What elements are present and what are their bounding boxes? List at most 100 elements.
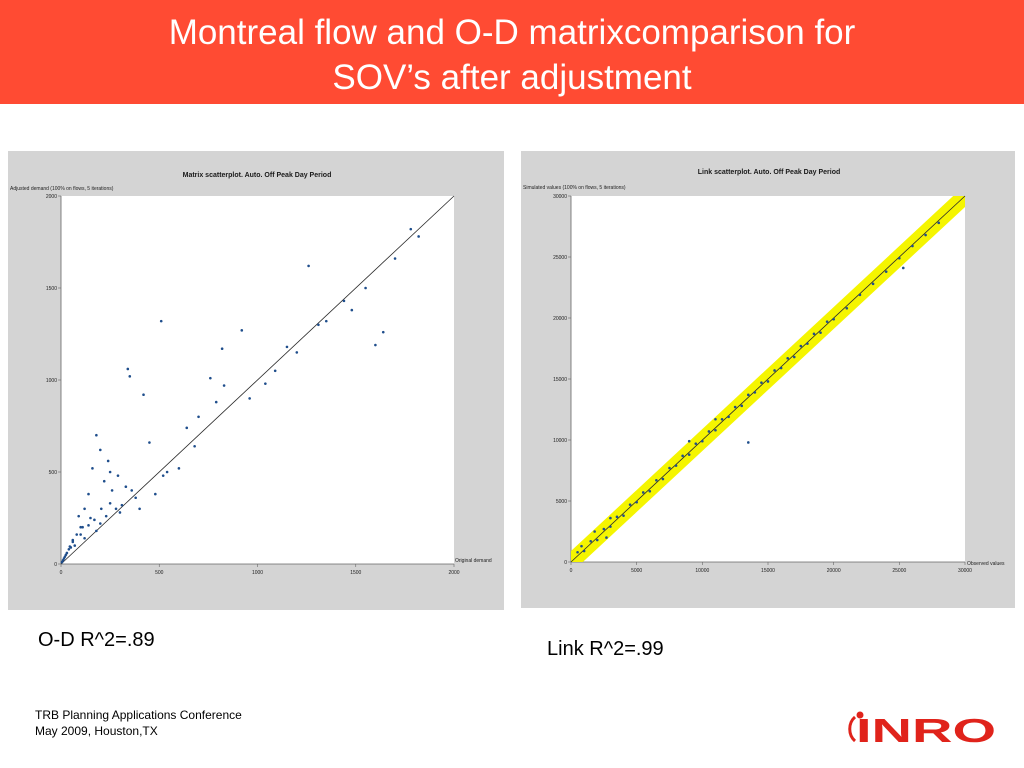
slide-title-line2: SOV’s after adjustment (332, 58, 692, 97)
y-tick-label: 0 (564, 560, 567, 566)
footer-text: TRB Planning Applications Conference May… (35, 707, 242, 739)
data-point (161, 474, 165, 477)
data-point (792, 355, 796, 359)
y-tick-label: 2000 (46, 194, 57, 200)
data-point (714, 428, 717, 432)
data-point (615, 515, 619, 519)
data-point (747, 441, 750, 444)
x-tick-label: 0 (570, 568, 573, 574)
data-point (95, 433, 98, 437)
data-point (350, 308, 354, 312)
chart-title: Link scatterplot. Auto. Off Peak Day Per… (698, 169, 841, 176)
y-tick-label: 25000 (553, 255, 567, 261)
data-point (825, 320, 829, 323)
data-point (142, 393, 145, 397)
reference-line (60, 195, 455, 565)
data-point (159, 319, 163, 323)
data-point (83, 507, 86, 511)
x-tick-label: 1500 (350, 570, 361, 576)
data-point (108, 470, 112, 474)
data-point (901, 266, 905, 270)
y-tick-label: 1500 (46, 286, 57, 292)
x-tick-label: 0 (60, 570, 63, 576)
data-point (240, 329, 244, 332)
data-point (165, 470, 169, 474)
data-point (766, 380, 770, 383)
data-point (99, 522, 102, 525)
data-point (77, 514, 80, 518)
data-point (628, 503, 632, 506)
data-point (924, 233, 927, 237)
data-point (124, 485, 128, 489)
data-point (714, 417, 717, 421)
data-point (87, 492, 90, 496)
data-point (884, 270, 888, 273)
data-point (193, 444, 196, 448)
x-tick-label: 25000 (892, 568, 906, 574)
x-tick-label: 5000 (631, 568, 642, 574)
data-point (118, 511, 122, 514)
data-point (273, 369, 277, 373)
data-point (911, 244, 914, 248)
data-point (812, 332, 816, 336)
logo-arc-icon (848, 715, 857, 743)
x-tick-label: 20000 (827, 568, 841, 574)
y-tick-label: 10000 (553, 438, 567, 444)
data-point (220, 347, 224, 351)
title-banner: Montreal flow and O-D matrixcomparison f… (0, 0, 1024, 104)
data-point (845, 306, 849, 310)
data-point (102, 479, 106, 483)
data-point (674, 464, 678, 467)
data-point (177, 467, 181, 470)
y-tick-label: 1000 (46, 378, 57, 384)
data-point (740, 404, 744, 408)
data-point (595, 538, 599, 542)
data-point (307, 264, 310, 268)
data-point (381, 330, 385, 334)
y-tick-label: 30000 (553, 194, 567, 200)
data-point (707, 430, 711, 433)
data-point (110, 489, 114, 492)
data-point (99, 507, 103, 511)
od-r2-caption: O-D R^2=.89 (38, 629, 155, 651)
y-axis-label: Simulated values (100% on flows, 5 itera… (523, 185, 626, 191)
data-point (71, 538, 75, 542)
x-axis-label: Original demand (455, 558, 492, 564)
data-point (668, 466, 671, 470)
y-axis-label: Adjusted demand (100% on flows, 5 iterat… (10, 186, 114, 192)
logo-dot-icon (856, 711, 864, 719)
data-point (148, 441, 151, 444)
data-point (87, 524, 90, 527)
slide-title-line1: Montreal flow and O-D matrixcomparison f… (168, 13, 856, 52)
data-point (753, 391, 757, 394)
data-point (108, 501, 112, 505)
data-point (576, 550, 579, 554)
data-point (393, 257, 397, 260)
data-point (295, 351, 299, 354)
conference-name: TRB Planning Applications Conference (35, 708, 242, 722)
data-point (609, 516, 612, 520)
data-point (602, 527, 606, 531)
data-point (409, 227, 413, 231)
matrix-scatterplot-panel: Matrix scatterplot. Auto. Off Peak Day P… (8, 151, 504, 610)
data-point (582, 549, 586, 553)
data-point (73, 544, 77, 547)
data-point (374, 343, 377, 347)
data-point (806, 342, 809, 345)
data-point (681, 454, 684, 458)
data-point (285, 345, 289, 349)
data-point (81, 525, 84, 529)
data-point (819, 331, 822, 334)
data-point (641, 491, 645, 494)
data-point (264, 382, 267, 385)
data-point (99, 448, 102, 452)
x-tick-label: 10000 (695, 568, 709, 574)
data-point (799, 344, 803, 348)
data-point (67, 547, 71, 551)
data-point (733, 405, 737, 409)
data-point (622, 514, 625, 517)
data-point (138, 507, 141, 511)
data-point (727, 415, 730, 419)
data-point (342, 299, 346, 303)
data-point (197, 415, 200, 419)
